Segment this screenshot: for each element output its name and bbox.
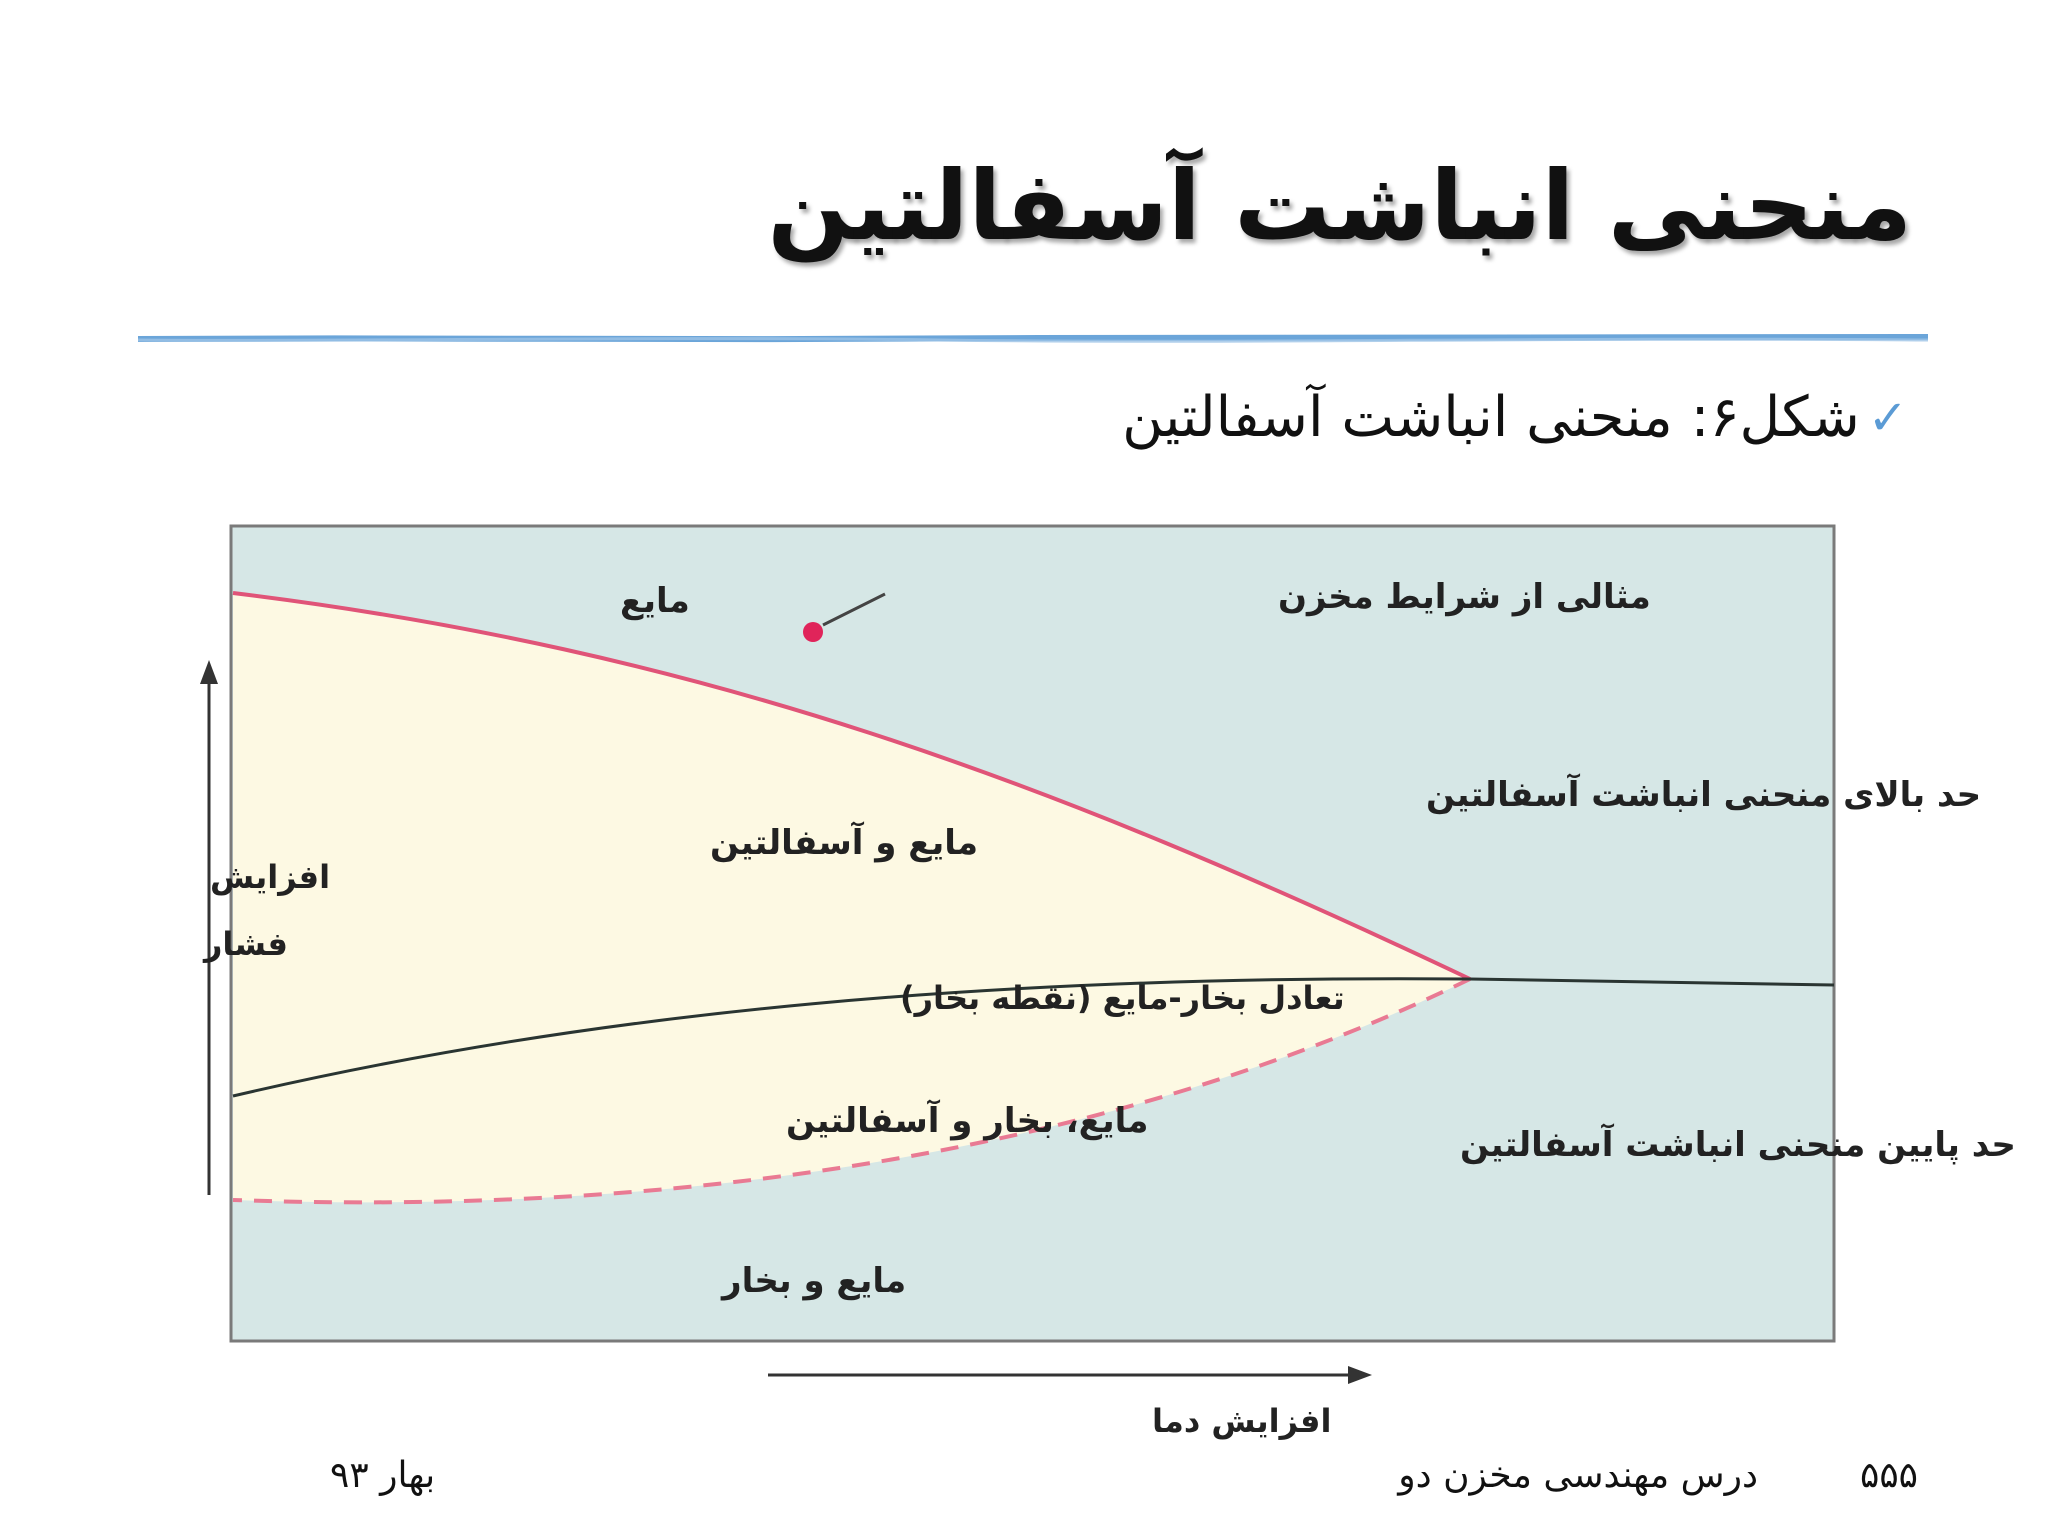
asphaltene-envelope-region [233,593,1470,1203]
y-axis-label-line2: فشار [202,925,288,963]
footer-course: درس مهندسی مخزن دو [1398,1455,1758,1496]
lower-boundary-curve [232,977,1471,1205]
upper-boundary-curve [232,591,1471,981]
slide-title: منحنی انباشت آسفالتین [767,150,1912,262]
reservoir-point [803,622,823,642]
label-upper-boundary: حد بالای منحنی انباشت آسفالتین [1426,773,1981,815]
y-axis-label-line1: افزایش [210,858,330,896]
title-underline [138,334,1928,343]
footer-term: بهار ۹۳ [330,1455,436,1496]
label-vle: تعادل بخار-مایع (نقطه بخار) [900,979,1345,1017]
label-liquid-vapor-asphaltene: مایع، بخار و آسفالتین [786,1099,1148,1141]
vle-curve [232,977,1835,1098]
reservoir-leader-line [822,592,886,627]
temperature-arrow-head [1348,1366,1372,1384]
footer-page-number: ۵۵۵ [1859,1455,1918,1496]
label-reservoir-example: مثالی از شرایط مخزن [1278,577,1651,617]
label-liquid: مایع [620,581,690,621]
label-lower-boundary: حد پایین منحنی انباشت آسفالتین [1460,1123,2016,1165]
label-liquid-asphaltene: مایع و آسفالتین [710,821,978,863]
checkmark-icon: ✓ [1867,389,1908,446]
label-liquid-vapor: مایع و بخار [720,1261,906,1301]
pressure-arrow-head [200,660,218,684]
figure-caption: شکل۶: منحنی انباشت آسفالتین [1122,385,1860,450]
x-axis-label: افزایش دما [1152,1402,1331,1440]
bullet-item: ✓ شکل۶: منحنی انباشت آسفالتین [1122,385,1908,450]
